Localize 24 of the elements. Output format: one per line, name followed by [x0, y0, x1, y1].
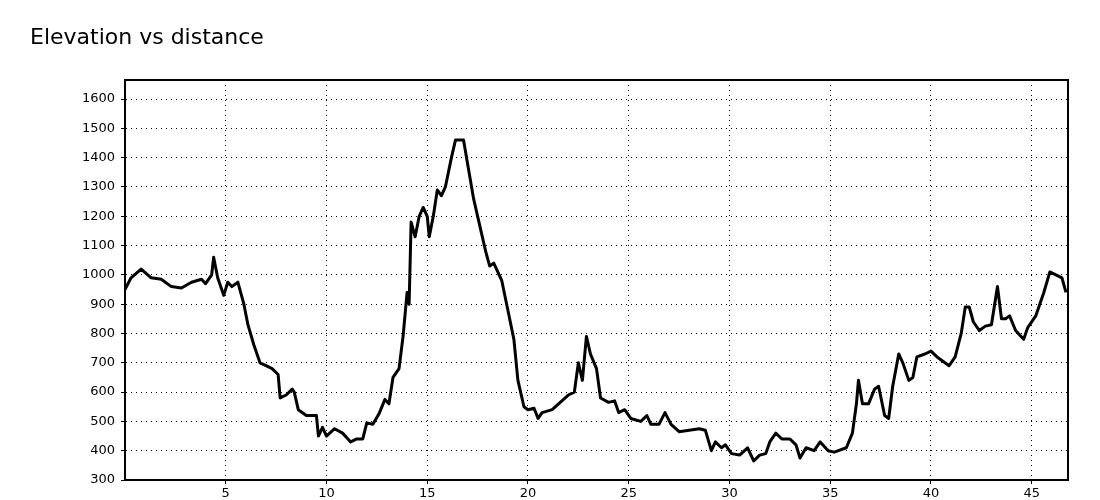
y-tick-label: 1600 — [81, 90, 115, 106]
y-tick-label: 1200 — [81, 207, 115, 223]
chart-title: Elevation vs distance — [30, 24, 264, 49]
x-tick-label: 35 — [821, 485, 839, 500]
y-tick-label: 400 — [90, 442, 115, 458]
y-tick-label: 800 — [90, 324, 115, 340]
y-tick-label: 900 — [90, 295, 115, 311]
y-tick-label: 1000 — [81, 266, 115, 282]
x-tick-label: 40 — [922, 485, 940, 500]
x-tick-label: 5 — [221, 485, 230, 500]
x-tick-label: 25 — [620, 485, 638, 500]
y-tick-label: 1400 — [81, 149, 115, 165]
x-tick-label: 30 — [721, 485, 738, 500]
y-tick-label: 1300 — [81, 178, 115, 194]
y-tick-label: 700 — [90, 354, 115, 370]
x-tick-label: 10 — [318, 485, 335, 500]
x-tick-label: 45 — [1023, 485, 1040, 500]
y-tick-label: 500 — [90, 412, 115, 428]
x-tick-label: 20 — [519, 485, 537, 500]
y-tick-label: 1500 — [81, 119, 115, 135]
y-tick-label: 1100 — [81, 236, 115, 252]
y-tick-label: 600 — [90, 383, 115, 399]
x-tick-label: 15 — [418, 485, 436, 500]
y-tick-label: 300 — [90, 471, 115, 487]
